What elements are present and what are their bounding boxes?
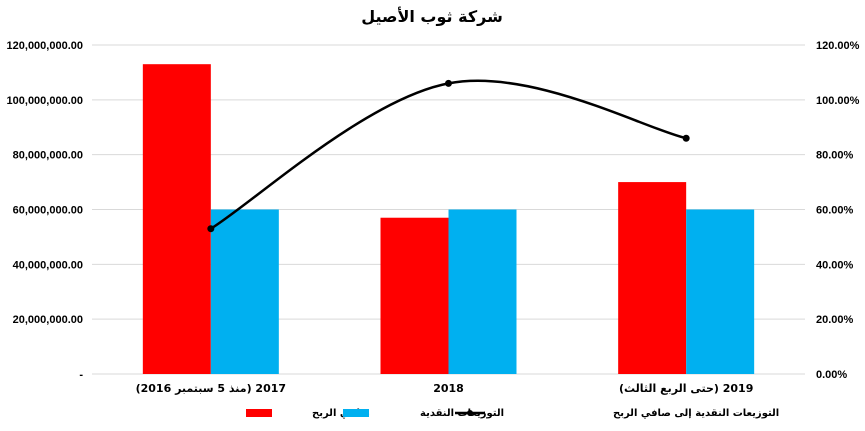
bar-net-profit — [142, 64, 211, 375]
legend-label: التوزيعات النقدية إلى صافي الربح — [613, 408, 779, 419]
ratio-point — [207, 225, 215, 233]
y-left-tick-label: 60,000,000.00 — [13, 205, 83, 217]
y-right-tick-label: 60.00% — [816, 205, 854, 217]
y-left-tick-label: 80,000,000.00 — [13, 150, 83, 162]
bar-net-profit — [380, 217, 449, 374]
y-right-tick-label: 120.00% — [816, 40, 860, 52]
ratio-point — [445, 79, 452, 87]
legend-swatch-marker — [467, 410, 473, 416]
bar-cash-dividends — [448, 209, 517, 374]
y-left-tick-label: 40,000,000.00 — [13, 259, 83, 271]
y-right-tick-label: 40.00% — [816, 259, 854, 271]
chart-title: شركة ثوب الأصيل — [361, 7, 503, 26]
ratio-line — [207, 79, 690, 233]
y-right-tick-label: 100.00% — [816, 95, 860, 107]
ratio-point — [682, 134, 690, 142]
legend-swatch — [343, 409, 369, 417]
y-left-tick-label: - — [79, 369, 83, 381]
bar-net-profit — [618, 182, 687, 374]
y-left-tick-label: 20,000,000.00 — [13, 314, 83, 326]
y-left-tick-label: 100,000,000.00 — [7, 95, 83, 107]
bars — [142, 64, 755, 375]
y-right-tick-label: 0.00% — [816, 369, 847, 381]
y-right-tick-label: 20.00% — [816, 314, 854, 326]
bar-cash-dividends — [686, 209, 755, 374]
x-category-label: 2018 — [433, 382, 464, 395]
y-right-tick-label: 80.00% — [816, 150, 854, 162]
x-category-label: 2019 (حتى الربع الثالث) — [619, 382, 753, 395]
right-axis-ticks: 0.00% 20.00% 40.00% 60.00% 80.00% 100.00% 120.… — [816, 40, 860, 381]
bar-cash-dividends — [210, 209, 279, 374]
left-axis-ticks: - 20,000,000.00 40,000,000.00 60,000,000.00… — [7, 40, 84, 381]
category-labels: 2017 (منذ 5 سبتمبر 2016) 2018 2019 (حتى ال… — [136, 382, 754, 395]
y-left-tick-label: 120,000,000.00 — [7, 40, 83, 52]
legend-label: صافي الربح — [312, 408, 370, 419]
x-category-label: 2017 (منذ 5 سبتمبر 2016) — [136, 382, 286, 395]
legend-swatch — [246, 409, 272, 417]
